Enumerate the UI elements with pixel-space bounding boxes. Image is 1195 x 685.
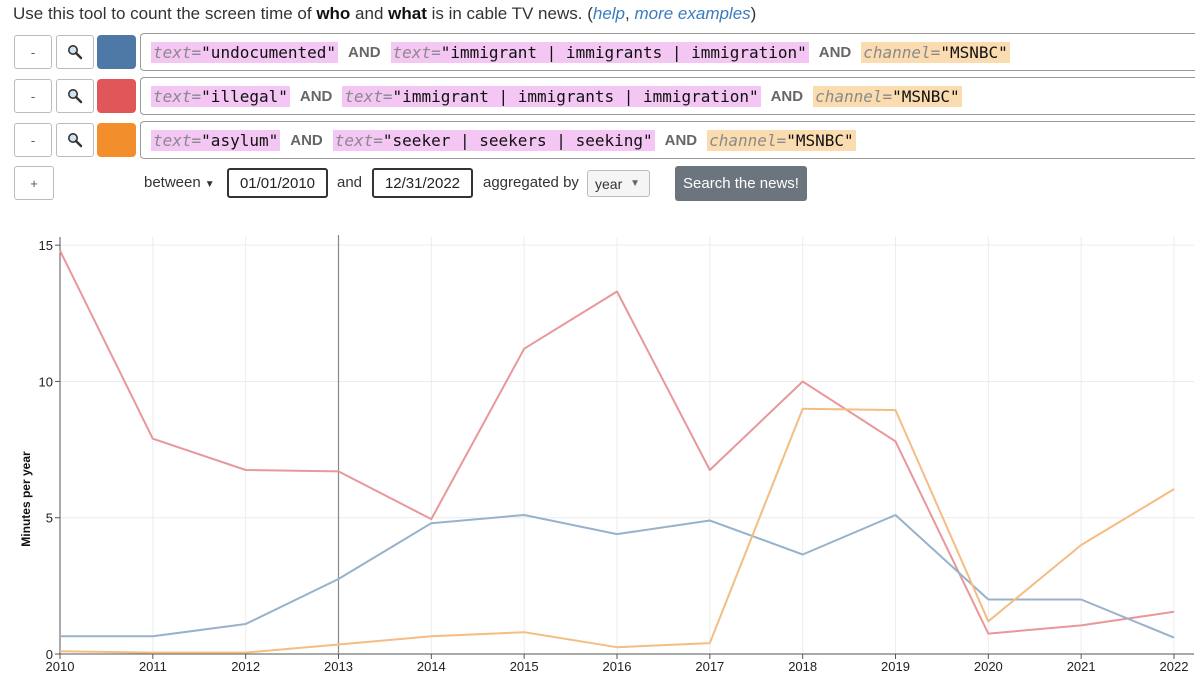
- query-input[interactable]: text="undocumented" AND text="immigrant …: [140, 33, 1195, 71]
- search-query-button[interactable]: [56, 35, 94, 69]
- and-operator: AND: [818, 43, 852, 61]
- query-term: text="asylum": [151, 129, 281, 151]
- series-line-1: [59, 250, 1175, 635]
- and-operator: AND: [664, 131, 698, 149]
- search-query-button[interactable]: [56, 79, 94, 113]
- help-link[interactable]: help: [592, 4, 625, 23]
- x-tick-label: 2022: [1160, 659, 1189, 674]
- chart-axes: 0 5 10 15 2010 2011 2012 2013 2014 2015 2016 2017 20…: [39, 235, 1194, 674]
- and-label: and: [337, 174, 363, 191]
- x-tick-label: 2014: [417, 659, 446, 674]
- search-news-button[interactable]: Search the news!: [675, 166, 807, 201]
- x-tick-label: 2015: [510, 659, 539, 674]
- magnifier-icon: [68, 133, 83, 148]
- x-tick-label: 2020: [974, 659, 1003, 674]
- remove-query-button[interactable]: -: [14, 35, 52, 69]
- and-operator: AND: [770, 87, 804, 105]
- end-date-input[interactable]: 12/31/2022: [372, 168, 473, 198]
- aggregate-label: aggregated by: [483, 174, 579, 191]
- more-examples-link[interactable]: more examples: [634, 4, 751, 23]
- query-term: text="undocumented": [151, 41, 339, 63]
- magnifier-icon: [68, 45, 83, 60]
- who-emphasis: who: [316, 4, 351, 23]
- query-term: text="seeker | seekers | seeking": [332, 129, 655, 151]
- x-tick-label: 2016: [603, 659, 632, 674]
- dropdown-arrow-icon: ▼: [630, 178, 640, 189]
- start-date-input[interactable]: 01/01/2010: [227, 168, 328, 198]
- color-swatch[interactable]: [97, 79, 136, 113]
- caret-down-icon: ▼: [204, 179, 215, 190]
- query-input[interactable]: text="asylum" AND text="seeker | seekers…: [140, 121, 1195, 159]
- query-term: text="immigrant | immigrants | immigrati…: [342, 85, 761, 107]
- y-tick-label: 5: [46, 511, 53, 526]
- channel-term: channel="MSNBC": [861, 41, 1010, 63]
- and-operator: AND: [290, 131, 323, 149]
- x-tick-label: 2019: [881, 659, 910, 674]
- search-query-button[interactable]: [56, 123, 94, 157]
- line-chart[interactable]: 0 5 10 15 2010 2011 2012 2013 2014 2015 2016 2017 20…: [0, 222, 1195, 685]
- x-tick-label: 2012: [231, 659, 260, 674]
- and-operator: AND: [348, 43, 381, 61]
- channel-term: channel="MSNBC": [813, 85, 962, 107]
- remove-query-button[interactable]: -: [14, 123, 52, 157]
- x-tick-label: 2018: [788, 659, 817, 674]
- x-tick-label: 2010: [46, 659, 75, 674]
- y-tick-label: 0: [46, 647, 53, 662]
- channel-term: channel="MSNBC": [707, 129, 856, 151]
- what-emphasis: what: [388, 4, 427, 23]
- and-operator: AND: [299, 87, 333, 105]
- add-query-button[interactable]: +: [14, 166, 54, 200]
- series-line-3: [59, 407, 1175, 654]
- series-line-2: [60, 514, 1175, 639]
- y-tick-label: 15: [39, 238, 53, 253]
- aggregate-select[interactable]: year ▼: [587, 170, 650, 197]
- color-swatch[interactable]: [97, 123, 136, 157]
- remove-query-button[interactable]: -: [14, 79, 52, 113]
- chart-series: [59, 250, 1175, 654]
- x-tick-label: 2011: [139, 659, 167, 674]
- date-mode-dropdown[interactable]: between ▼: [144, 174, 215, 191]
- color-swatch[interactable]: [97, 35, 136, 69]
- x-tick-label: 2021: [1067, 659, 1096, 674]
- x-tick-label: 2017: [695, 659, 724, 674]
- y-tick-label: 10: [39, 374, 53, 389]
- query-term: text="illegal": [151, 85, 290, 107]
- query-term: text="immigrant | immigrants | immigrati…: [390, 41, 809, 63]
- magnifier-icon: [68, 89, 83, 104]
- intro-text: Use this tool to count the screen time o…: [13, 4, 757, 23]
- query-input[interactable]: text="illegal" AND text="immigrant | imm…: [140, 77, 1195, 115]
- x-tick-label: 2013: [324, 659, 353, 674]
- y-axis-label: Minutes per year: [19, 451, 33, 547]
